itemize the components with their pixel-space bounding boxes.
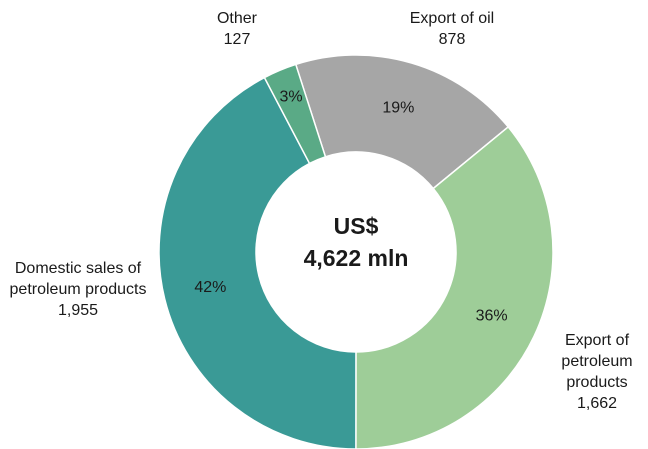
center-label: US$ 4,622 mln [304,210,409,274]
percentage-label: 36% [476,307,508,324]
percentage-label: 42% [194,279,226,296]
slice-label: Other 127 [207,8,267,50]
category-name: Other [216,10,257,27]
center-line: 4,622 mln [303,245,409,271]
donut-slice [263,63,327,165]
donut-hole [257,153,455,351]
value-label: 878 [438,31,466,48]
value-label: 1,955 [57,302,99,319]
slice-label: Domestic sales of petroleum products 1,95… [8,258,148,321]
donut-slice [355,125,554,449]
donut-slice [158,76,357,449]
center-line: US$ [333,213,379,239]
value-label: 1,662 [576,395,618,412]
percentage-label: 19% [382,99,414,116]
category-name: Export of oil [409,10,495,27]
value-label: 127 [223,31,251,48]
donut-slice [294,54,510,190]
slice-label: Export of oil 878 [382,8,522,50]
category-name: Export of petroleum products [561,332,633,391]
percentage-label: 3% [279,88,302,105]
slice-label: Export of petroleum products 1,662 [552,330,642,414]
category-name: Domestic sales of petroleum products [9,260,147,298]
